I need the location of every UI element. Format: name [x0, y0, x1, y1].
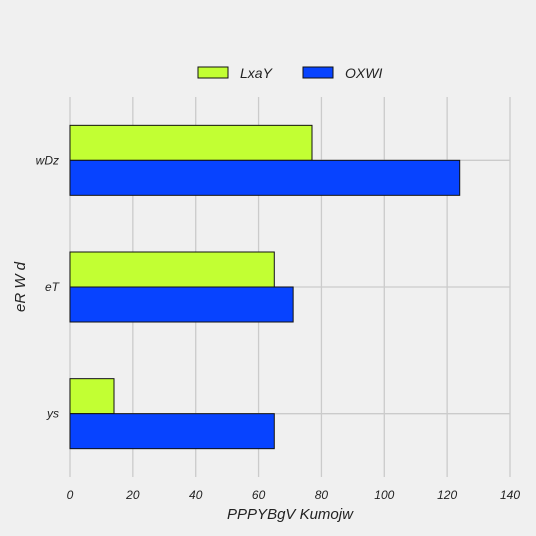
legend-label-OXWI: OXWI: [345, 65, 382, 81]
bars: [69, 124, 461, 450]
y-tick-labels: wDz eT ys: [36, 153, 61, 420]
x-tick-labels: 0 20 40 60 80 100 120 140: [67, 488, 521, 502]
y-axis-title: eR W d: [12, 261, 29, 312]
y-tick-label: ys: [46, 407, 59, 421]
x-tick-label: 60: [252, 488, 266, 502]
x-tick-label: 0: [67, 488, 74, 502]
x-tick-label: 100: [374, 488, 394, 502]
legend-swatch-LxaY: [197, 66, 229, 79]
bar-LxaY-wDz: [69, 124, 313, 161]
x-tick-label: 80: [315, 488, 329, 502]
bar-LxaY-eT: [69, 251, 275, 288]
x-tick-label: 120: [437, 488, 457, 502]
bar-OXWI-ys: [69, 413, 275, 450]
x-tick-label: 40: [189, 488, 203, 502]
x-axis-title: PPPYBgV Kumojw: [227, 506, 354, 523]
legend-label-LxaY: LxaY: [240, 65, 274, 81]
bar-OXWI-wDz: [69, 159, 461, 196]
bar-OXWI-eT: [69, 286, 294, 323]
x-tick-label: 20: [125, 488, 140, 502]
legend-swatch-OXWI: [302, 66, 334, 79]
x-tick-label: 140: [500, 488, 520, 502]
y-tick-label: eT: [45, 280, 61, 294]
bar-LxaY-ys: [69, 378, 115, 415]
y-tick-label: wDz: [36, 153, 59, 167]
legend: LxaY OXWI: [197, 65, 382, 81]
